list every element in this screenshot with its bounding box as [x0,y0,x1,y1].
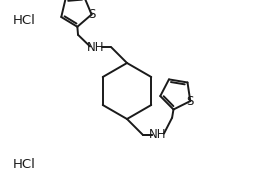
Text: S: S [187,95,194,108]
Text: S: S [88,8,95,21]
Text: HCl: HCl [13,14,36,27]
Text: HCl: HCl [13,158,36,171]
Text: NH: NH [87,41,105,54]
Text: NH: NH [149,128,167,141]
